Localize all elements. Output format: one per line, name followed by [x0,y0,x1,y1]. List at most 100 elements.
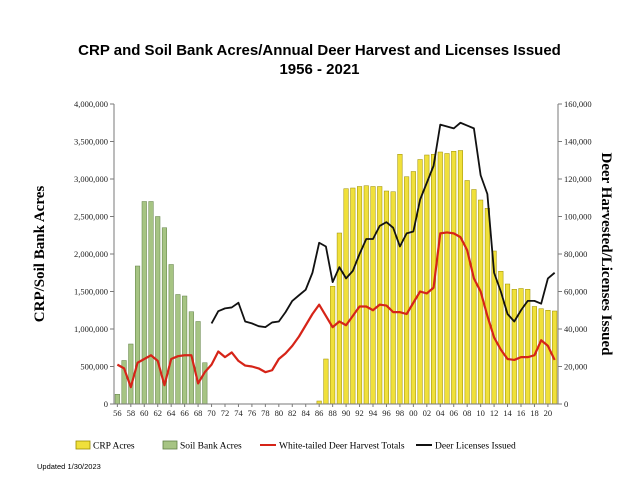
soil-bank-bar-1958 [128,343,134,405]
x-tick-label: 78 [261,408,270,418]
crp-bar-2019 [538,308,544,405]
crp-bar-2015 [511,289,517,405]
legend: CRP Acres Soil Bank Acres White-tailed Dee… [75,440,516,452]
legend-label: Soil Bank Acres [180,442,242,452]
crp-bar-1991 [350,187,356,405]
crp-bar-2007 [457,150,463,405]
right-tick-label: 0 [564,399,568,409]
crp-bar-2006 [451,151,457,405]
crp-bar-1990 [343,188,349,405]
left-tick-label: 1,500,000 [74,287,108,297]
x-tick-label: 96 [382,408,391,418]
chart-title: CRP and Soil Bank Acres/Annual Deer Harv… [78,42,561,59]
crp-bar-2005 [444,153,450,405]
legend-item-4: Deer Licenses Issued [416,442,516,452]
soil-bank-bar-1964 [168,264,174,405]
legend-swatch [162,440,178,450]
x-tick-label: 14 [503,408,512,418]
x-tick-label: 20 [544,408,553,418]
axes [113,104,559,405]
crp-bar-1997 [390,191,396,405]
x-tick-label: 90 [342,408,351,418]
crp-bar-2004 [437,151,443,405]
deer-licenses-line [210,121,556,329]
right-tick-label: 60,000 [564,287,587,297]
soil-bank-bar-1956 [114,394,120,405]
right-tick-label: 40,000 [564,324,587,334]
x-tick-label: 82 [288,408,297,418]
x-tick-label: 92 [355,408,364,418]
x-tick-label: 02 [423,408,432,418]
crp-bar-1999 [404,176,410,405]
soil-bank-bar-1960 [141,201,147,405]
crp-bar-2020 [545,310,551,405]
right-tick-label: 100,000 [564,212,592,222]
crp-bar-1993 [363,185,369,405]
x-tick-label: 68 [194,408,203,418]
x-tick-label: 18 [530,408,539,418]
chart-subtitle: 1956 - 2021 [279,61,359,78]
x-tick-label: 58 [127,408,136,418]
crp-bar-2002 [424,154,430,405]
x-tick-label: 64 [167,408,176,418]
x-tick-label: 74 [234,408,243,418]
crp-bar-1989 [336,232,342,405]
crp-bar-2000 [410,171,416,405]
legend-label: White-tailed Deer Harvest Totals [279,442,405,452]
left-tick-label: 2,500,000 [74,212,108,222]
x-tick-label: 62 [153,408,162,418]
legend-label: Deer Licenses Issued [435,442,516,452]
x-tick-label: 66 [180,408,189,418]
soil-bank-bar-1961 [148,201,154,405]
legend-label: CRP Acres [93,442,135,452]
deer-harvest-line [116,231,556,389]
crp-bars [316,150,558,405]
crp-bar-2008 [464,180,470,405]
legend-item-1: CRP Acres [75,440,135,452]
x-tick-label: 98 [396,408,405,418]
crp-bar-1998 [397,154,403,405]
left-tick-label: 2,000,000 [74,249,108,259]
legend-item-3: White-tailed Deer Harvest Totals [260,442,405,452]
soil-bank-bar-1962 [155,216,161,405]
soil-bank-bar-1968 [195,321,201,405]
crp-bar-2014 [505,283,511,405]
x-tick-label: 76 [248,408,257,418]
right-tick-label: 160,000 [564,99,592,109]
x-tick-label: 56 [113,408,122,418]
soil-bank-bar-1966 [182,295,188,405]
right-tick-label: 140,000 [564,137,592,147]
crp-bar-1987 [323,358,329,405]
crp-bar-1988 [330,286,336,405]
right-axis-title: Deer Harvested/Licenses Issued [598,152,614,356]
left-axis-title: CRP/Soil Bank Acres [32,186,48,323]
right-tick-label: 20,000 [564,362,587,372]
x-tick-label: 16 [517,408,526,418]
x-tick-label: 72 [221,408,230,418]
right-tick-label: 120,000 [564,174,592,184]
left-tick-label: 1,000,000 [74,324,108,334]
x-tick-label: 88 [328,408,337,418]
crp-bar-2010 [478,199,484,405]
crp-bar-1995 [377,186,383,405]
updated-note: Updated 1/30/2023 [37,462,101,471]
crp-bar-2017 [525,289,531,405]
left-tick-label: 4,000,000 [74,99,108,109]
soil-bank-bar-1965 [175,294,181,405]
left-tick-label: 3,500,000 [74,137,108,147]
x-tick-label: 60 [140,408,149,418]
x-tick-label: 06 [449,408,458,418]
legend-swatch [75,440,91,450]
soil-bank-bar-1959 [135,265,141,405]
x-tick-label: 04 [436,408,445,418]
x-axis-ticks: 56 58 60 62 64 66 68 70 72 74 76 78 80 82 84 86 88 90 92 94… [113,404,552,418]
crp-bar-1992 [357,186,363,405]
crp-bar-1994 [370,186,376,405]
left-tick-label: 3,000,000 [74,174,108,184]
x-tick-label: 08 [463,408,472,418]
left-axis-ticks: 0 500,000 1,000,000 1,500,000 2,000,000 2,500… [74,99,114,409]
right-axis-ticks: 0 20,000 40,000 60,000 80,000 100,000 120,000 1… [558,99,592,409]
crp-bar-2016 [518,288,524,405]
x-tick-label: 80 [275,408,284,418]
